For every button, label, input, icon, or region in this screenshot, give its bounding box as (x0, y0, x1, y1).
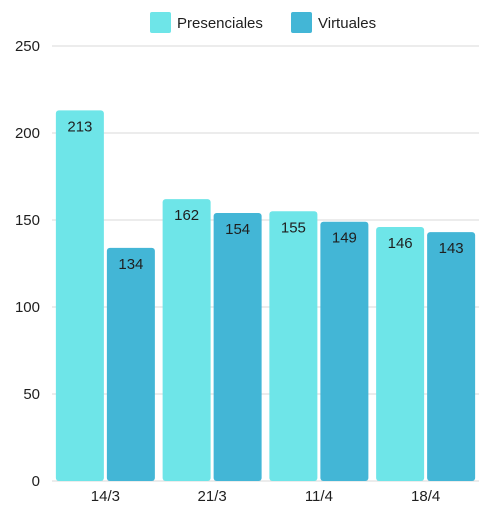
data-label: 154 (225, 221, 250, 238)
data-label: 143 (439, 240, 464, 257)
y-tick-label: 100 (15, 299, 40, 316)
legend-swatch-presenciales (150, 12, 171, 33)
y-tick-label: 250 (15, 38, 40, 55)
bar-virtuales-3 (427, 232, 476, 481)
data-label: 146 (388, 235, 413, 252)
bar-presenciales-1 (162, 199, 211, 481)
bar-presenciales-0 (55, 110, 104, 481)
bar-presenciales-3 (376, 226, 425, 481)
x-tick-label: 11/4 (305, 488, 333, 505)
legend-label-presenciales: Presenciales (177, 15, 263, 32)
data-label: 213 (67, 118, 92, 135)
y-tick-label: 0 (32, 473, 40, 490)
bar-virtuales-2 (320, 221, 369, 482)
x-tick-label: 14/3 (91, 488, 120, 505)
bar-presenciales-2 (269, 211, 318, 482)
data-label: 149 (332, 230, 357, 247)
data-label: 134 (118, 256, 143, 273)
y-tick-label: 150 (15, 212, 40, 229)
data-label: 162 (174, 207, 199, 224)
legend-swatch-virtuales (291, 12, 312, 33)
x-tick-label: 18/4 (411, 488, 440, 505)
y-tick-label: 200 (15, 125, 40, 142)
x-tick-label: 21/3 (198, 488, 227, 505)
bar-virtuales-0 (106, 247, 155, 481)
x-axis-ticks: 14/3 21/3 11/4 18/4 (91, 488, 440, 505)
y-axis-ticks: 0 50 100 150 200 250 (15, 38, 40, 490)
legend: Presenciales Virtuales (150, 12, 376, 33)
data-label: 155 (281, 219, 306, 236)
bar-virtuales-1 (213, 213, 262, 482)
y-tick-label: 50 (23, 386, 40, 403)
bars: 213 134 162 154 155 149 146 143 (55, 110, 476, 482)
legend-label-virtuales: Virtuales (318, 15, 376, 32)
